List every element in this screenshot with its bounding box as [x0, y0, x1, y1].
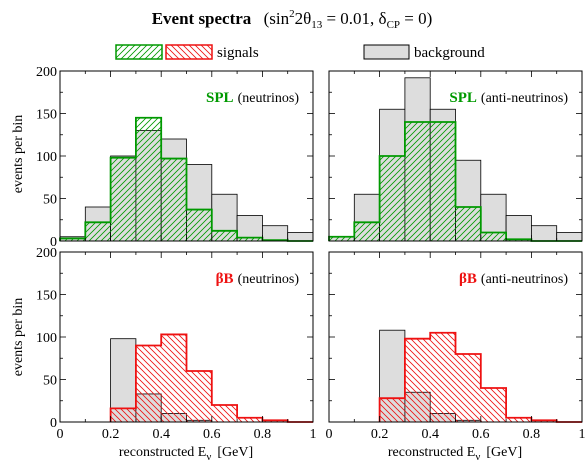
y-tick-label: 0 — [50, 416, 57, 431]
signal-bar — [211, 230, 238, 241]
signal-bar — [379, 398, 405, 422]
xlabel-right-main: reconstructed E — [388, 445, 475, 460]
signal-bar — [85, 222, 111, 241]
panel-label-mode: (anti-neutrinos) — [481, 91, 568, 106]
title-eq: = 0.01, δ — [322, 9, 386, 28]
background-bar — [505, 215, 532, 242]
panel-label-mode: (anti-neutrinos) — [481, 272, 568, 287]
signal-bar — [237, 417, 263, 422]
x-tick-label: 1 — [579, 427, 586, 442]
xlabel-left-main: reconstructed E — [119, 445, 206, 460]
x-tick-label: 0 — [57, 427, 64, 442]
x-tick-label: 0.8 — [523, 427, 541, 442]
signal-bar — [135, 117, 162, 241]
signal-outline — [109, 333, 313, 423]
panel-label: SPL (neutrinos) — [206, 90, 299, 106]
legend-swatch-signal-green — [115, 44, 163, 60]
xlabel-right-unit: [GeV] — [486, 445, 522, 460]
panel-label-experiment: βB — [216, 271, 234, 287]
x-tick-label: 0.2 — [102, 427, 120, 442]
y-tick-label: 150 — [36, 289, 57, 304]
y-tick-label: 50 — [43, 193, 57, 208]
title-sub13: 13 — [311, 19, 323, 31]
panel-label: βB (neutrinos) — [216, 271, 300, 287]
y-tick-label: 200 — [36, 65, 57, 80]
title-close: = 0) — [400, 9, 432, 28]
legend-swatch-background — [363, 44, 410, 60]
xlabel-right: reconstructed Eν [GeV] — [388, 445, 522, 463]
xlabel-left-unit: [GeV] — [217, 445, 253, 460]
title-subcp: CP — [387, 19, 400, 31]
legend-swatch-signal-red — [165, 44, 213, 60]
panel-betabeam-antineutrinos: 0 0.2 0.4 0.6 0.8 1 βB (anti-neutrinos) — [326, 251, 586, 442]
signal-bar — [506, 417, 532, 422]
x-tick-label: 0.2 — [371, 427, 389, 442]
signal-bar — [455, 207, 481, 241]
title-sup: 2 — [289, 8, 295, 20]
signal-bar — [354, 222, 380, 241]
panel-label-experiment: βB — [459, 271, 477, 287]
legend: signals background — [115, 44, 485, 61]
x-tick-label: 0 — [326, 427, 333, 442]
signal-bar — [480, 388, 507, 422]
signal-bar — [237, 237, 263, 241]
ylabel-bottom: events per bin — [11, 298, 26, 377]
signal-bar — [211, 405, 238, 422]
signal-outline — [378, 331, 582, 423]
signal-bar — [480, 232, 507, 241]
y-tick-label: 50 — [43, 374, 57, 389]
x-tick-label: 0.4 — [421, 427, 439, 442]
xlabel-left-sub: ν — [206, 451, 211, 463]
figure-title: Event spectra (sin22θ13 = 0.01, δCP = 0) — [152, 8, 433, 31]
x-tick-label: 0.4 — [152, 427, 170, 442]
background-bar — [287, 232, 314, 242]
signal-bar — [161, 158, 187, 241]
ylabel-top: events per bin — [11, 115, 26, 194]
signal-bar — [135, 345, 162, 422]
panel-spl-neutrinos: 0 50 100 150 200 SPL (neutrinos) — [36, 65, 314, 250]
x-tick-label: 0.8 — [254, 427, 272, 442]
signal-bar — [430, 122, 456, 241]
y-tick-label: 150 — [36, 108, 57, 123]
signal-bar — [379, 156, 405, 241]
panel-spl-antineutrinos: SPL (anti-neutrinos) — [328, 70, 583, 242]
legend-label-background: background — [414, 45, 485, 61]
panel-label-mode: (neutrinos) — [238, 272, 300, 287]
legend-label-signals: signals — [217, 45, 259, 61]
title-theta: 2θ — [295, 9, 312, 28]
y-tick-label: 0 — [50, 235, 57, 250]
xlabel-left: reconstructed Eν [GeV] — [119, 445, 253, 463]
signal-bar — [110, 157, 136, 241]
title-main: Event spectra — [152, 9, 252, 28]
y-tick-label: 100 — [36, 331, 57, 346]
y-tick-label: 100 — [36, 150, 57, 165]
signal-bar — [60, 238, 86, 241]
signal-bar — [110, 408, 136, 422]
signal-bar — [404, 338, 431, 422]
panel-label: SPL (anti-neutrinos) — [449, 90, 568, 106]
title-params-open: (sin — [264, 9, 290, 28]
y-tick-label: 200 — [36, 246, 57, 261]
panel-label-mode: (neutrinos) — [238, 91, 300, 106]
signal-bar — [329, 236, 355, 241]
signal-bar — [455, 354, 481, 422]
panel-label-experiment: SPL — [449, 90, 477, 106]
background-bar — [531, 225, 558, 242]
panel-label-experiment: SPL — [206, 90, 234, 106]
x-tick-label: 0.6 — [203, 427, 221, 442]
panel-betabeam-neutrinos: 0 50 100 150 200 0 0.2 0.4 0.6 0.8 1 βB (neutrinos) — [36, 246, 317, 442]
signal-bar — [186, 209, 212, 241]
background-bar — [556, 232, 583, 242]
signal-bar — [161, 334, 187, 422]
x-tick-label: 0.6 — [472, 427, 490, 442]
x-tick-label: 1 — [310, 427, 317, 442]
xlabel-right-sub: ν — [475, 451, 480, 463]
signal-bar — [404, 122, 431, 241]
signal-bar — [430, 332, 456, 422]
background-bar — [261, 225, 289, 242]
panel-label: βB (anti-neutrinos) — [459, 271, 568, 287]
signal-bar — [186, 371, 212, 422]
